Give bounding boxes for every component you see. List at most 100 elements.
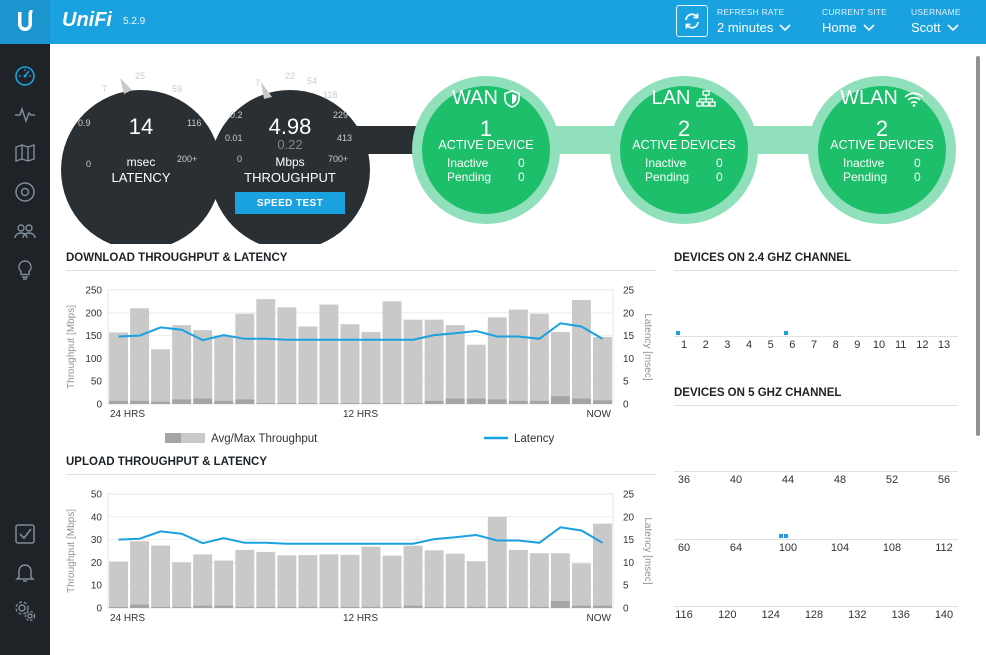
x-tick-label: NOW bbox=[587, 409, 612, 420]
insights-icon bbox=[18, 260, 32, 280]
divider bbox=[66, 474, 656, 475]
nav-statistics[interactable] bbox=[13, 102, 37, 126]
refresh-rate-selector[interactable]: REFRESH RATE 2 minutes bbox=[717, 7, 791, 35]
latency-needle bbox=[120, 78, 132, 94]
throughput-unit: Mbps bbox=[275, 155, 305, 169]
username-menu[interactable]: USERNAME Scott bbox=[911, 7, 961, 35]
y2-axis-title: Latency [msec] bbox=[642, 313, 653, 380]
refresh-icon bbox=[685, 13, 699, 29]
throughput-needle bbox=[261, 82, 272, 99]
y2-tick-label: 25 bbox=[623, 490, 635, 501]
bar-avg bbox=[508, 606, 528, 608]
username-value: Scott bbox=[911, 20, 941, 35]
channel-label: 100 bbox=[778, 542, 798, 554]
scrollbar-thumb[interactable] bbox=[976, 56, 980, 436]
bar-max bbox=[130, 541, 150, 608]
bar-avg bbox=[382, 403, 402, 404]
bar-avg bbox=[529, 400, 549, 404]
channel-label: 8 bbox=[832, 339, 839, 351]
events-bell-icon bbox=[15, 564, 35, 582]
wlan-active-count: 2 bbox=[875, 116, 889, 141]
latency-tick: 116 bbox=[187, 118, 202, 128]
y-tick-label: 40 bbox=[91, 512, 103, 523]
channel-label: 136 bbox=[891, 609, 910, 621]
wan-pending-count: 0 bbox=[518, 170, 525, 184]
y2-tick-label: 20 bbox=[623, 308, 635, 319]
y-tick-label: 250 bbox=[85, 286, 102, 297]
throughput-tick: 229 bbox=[333, 110, 349, 120]
nav-map[interactable] bbox=[13, 141, 37, 165]
bar-max bbox=[508, 549, 528, 608]
nav-alerts[interactable] bbox=[13, 522, 37, 546]
nav-devices[interactable] bbox=[13, 180, 37, 204]
channel-device-marker[interactable] bbox=[779, 534, 783, 538]
y2-tick-label: 5 bbox=[623, 377, 629, 388]
download-chart-title: DOWNLOAD THROUGHPUT & LATENCY bbox=[66, 252, 288, 264]
top-bar: UniFi 5.2.9 REFRESH RATE 2 minutes CURRE… bbox=[0, 0, 986, 44]
wan-inactive-count: 0 bbox=[518, 156, 525, 170]
bar-avg bbox=[151, 401, 171, 404]
refresh-button[interactable] bbox=[676, 5, 708, 37]
bar-avg bbox=[550, 601, 570, 608]
username-label: USERNAME bbox=[911, 7, 961, 17]
speed-test-button[interactable]: SPEED TEST bbox=[235, 192, 345, 214]
bar-max bbox=[277, 555, 297, 608]
legend-max-swatch bbox=[181, 433, 205, 443]
latency-tick: 7 bbox=[102, 84, 108, 94]
channel-baseline bbox=[674, 471, 958, 472]
lan-pending-count: 0 bbox=[716, 170, 723, 184]
current-site-label: CURRENT SITE bbox=[822, 7, 888, 17]
clients-icon bbox=[14, 224, 36, 239]
bar-avg bbox=[130, 400, 150, 404]
channel-device-marker[interactable] bbox=[784, 534, 788, 538]
devices-icon bbox=[15, 182, 35, 202]
throughput-value: 4.98 bbox=[268, 114, 312, 139]
channel-device-marker[interactable] bbox=[784, 331, 789, 335]
channel-device-marker[interactable] bbox=[676, 331, 680, 335]
y-tick-label: 50 bbox=[91, 377, 103, 388]
y-axis-title: Throughput [Mbps] bbox=[66, 509, 77, 593]
y-tick-label: 0 bbox=[96, 604, 102, 615]
y-tick-label: 30 bbox=[91, 535, 103, 546]
bar-max bbox=[109, 332, 128, 404]
bar-max bbox=[445, 325, 465, 404]
divider bbox=[674, 405, 958, 406]
nav-dashboard[interactable] bbox=[13, 64, 37, 88]
channel-baseline bbox=[674, 336, 958, 337]
bar-max bbox=[340, 554, 360, 608]
y2-tick-label: 15 bbox=[623, 331, 635, 342]
bar-avg bbox=[382, 606, 402, 608]
y2-tick-label: 5 bbox=[623, 581, 629, 592]
bar-max bbox=[235, 313, 255, 404]
channel-label: 6 bbox=[789, 339, 796, 351]
bar-avg bbox=[130, 604, 150, 608]
nav-insights[interactable] bbox=[13, 258, 37, 282]
bar-avg bbox=[571, 605, 591, 608]
channel-label: 40 bbox=[729, 474, 743, 486]
nav-clients[interactable] bbox=[13, 219, 37, 243]
bar-max bbox=[172, 562, 192, 608]
map-icon bbox=[15, 144, 35, 162]
wan-title-row[interactable]: WAN bbox=[426, 87, 546, 110]
channel-label: 120 bbox=[718, 609, 737, 621]
channel-baseline bbox=[674, 606, 958, 607]
y-tick-label: 200 bbox=[85, 308, 102, 319]
nav-events[interactable] bbox=[13, 560, 37, 584]
current-site-selector[interactable]: CURRENT SITE Home bbox=[822, 7, 887, 35]
wlan-title: WLAN bbox=[840, 87, 898, 109]
bar-avg bbox=[256, 606, 276, 608]
y-tick-label: 100 bbox=[85, 354, 102, 365]
channel-label: 9 bbox=[854, 339, 861, 351]
bar-avg bbox=[361, 403, 381, 404]
bar-avg bbox=[508, 400, 528, 404]
wlan-title-row[interactable]: WLAN bbox=[822, 87, 942, 110]
lan-pending-label: Pending bbox=[645, 170, 690, 184]
x-tick-label: 12 HRS bbox=[343, 409, 378, 420]
chevron-down-icon bbox=[947, 23, 959, 31]
ubiquiti-logo[interactable] bbox=[0, 0, 50, 44]
y-tick-label: 0 bbox=[96, 400, 102, 411]
lan-title-row[interactable]: LAN bbox=[624, 87, 744, 110]
wan-active-count: 1 bbox=[479, 116, 493, 141]
nav-settings[interactable] bbox=[13, 599, 37, 623]
